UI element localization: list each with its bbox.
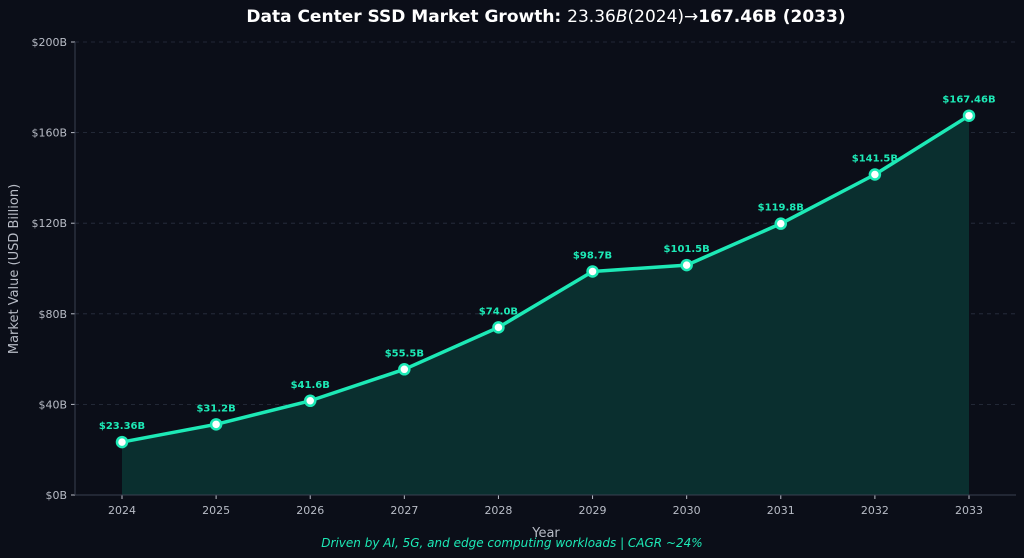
area-layer: [122, 115, 969, 496]
x-tick-label: 2031: [767, 504, 795, 517]
data-label: $98.7B: [573, 250, 612, 261]
chart-title-part: B: [616, 7, 628, 27]
data-point: [774, 217, 788, 230]
data-point: [586, 265, 599, 278]
x-tick-label: 2027: [390, 504, 418, 517]
data-label: $23.36B: [99, 421, 145, 432]
x-tick-label: 2032: [861, 504, 889, 517]
chart-title-part: 167.46B (2033): [698, 7, 845, 27]
y-tick-label: $80B: [38, 308, 67, 321]
label-layer: $23.36B $31.2B $41.6B $55.5B $74.0B $98.7B $10…: [99, 95, 996, 432]
data-point: [115, 435, 129, 449]
x-tick-label: 2033: [955, 504, 983, 517]
x-axis-label: Year: [531, 526, 560, 541]
y-tick-label: $0B: [45, 489, 67, 502]
y-tick-label: $40B: [38, 398, 67, 411]
data-point: [303, 394, 317, 408]
x-tick-label: 2026: [296, 504, 324, 517]
data-label: $119.8B: [758, 203, 804, 214]
chart-caption: Driven by AI, 5G, and edge computing wor…: [321, 536, 702, 550]
data-point: [209, 418, 223, 431]
data-point: [398, 363, 411, 376]
line-layer: [120, 113, 971, 444]
data-point: [492, 321, 505, 334]
y-tick-label: $120B: [31, 217, 67, 230]
data-label: $31.2B: [196, 403, 235, 414]
y-tick-label: $160B: [31, 127, 67, 140]
data-point: [680, 258, 693, 272]
x-tick-label: 2024: [108, 504, 136, 517]
area-fill: [122, 115, 969, 496]
x-tick-label: 2029: [579, 504, 607, 517]
data-label: $167.46B: [942, 95, 995, 106]
data-label: $101.5B: [664, 244, 710, 255]
y-tick-label: $200B: [31, 36, 67, 49]
chart-title: Data Center SSD Market Growth: 23.36B(20…: [246, 7, 845, 27]
x-tick-label: 2030: [673, 504, 701, 517]
data-point: [868, 168, 882, 181]
x-tick-label: 2025: [202, 504, 230, 517]
data-label: $74.0B: [479, 306, 518, 317]
chart-title-part: (2024)→: [628, 7, 699, 27]
x-tick-label: 2028: [484, 504, 512, 517]
data-label: $55.5B: [385, 348, 424, 359]
y-axis-label: Market Value (USD Billion): [7, 184, 22, 354]
chart-title-part: 23.36: [567, 7, 616, 27]
axis-layer: $0B $40B $80B $120B $160B $200B 2024 2025 2026 20…: [31, 36, 1016, 517]
data-label: $141.5B: [852, 154, 898, 165]
series-line: [120, 113, 971, 444]
data-label: $41.6B: [291, 380, 330, 391]
data-point: [962, 109, 976, 122]
point-layer: [115, 109, 976, 449]
chart-title-part: Data Center SSD Market Growth:: [246, 7, 567, 27]
